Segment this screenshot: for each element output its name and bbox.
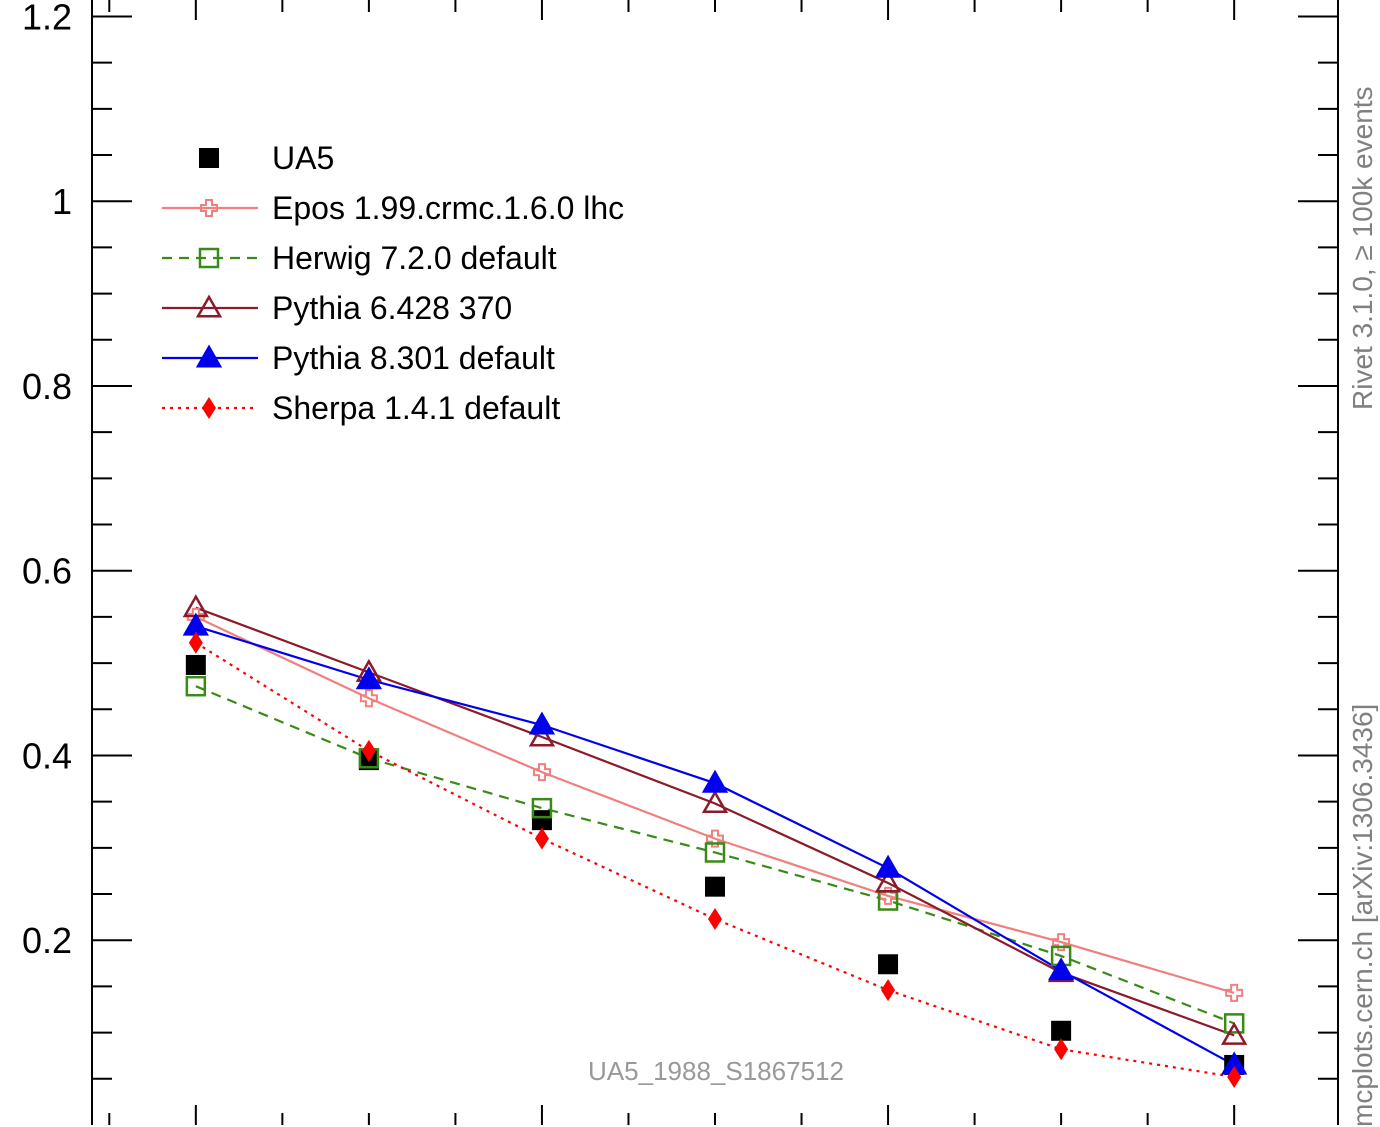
legend-label: Sherpa 1.4.1 default xyxy=(272,390,560,426)
data-point xyxy=(1223,1013,1245,1034)
data-point xyxy=(195,294,223,318)
data-point xyxy=(874,869,902,893)
data-point xyxy=(881,979,896,1002)
series-line xyxy=(195,615,1235,994)
data-point xyxy=(1047,957,1075,981)
y-tick-label: 0.4 xyxy=(22,735,72,776)
legend: UA5 Epos 1.99.crmc.1.6.0 lhc Herwig 7.2.0 … xyxy=(162,140,624,426)
data-point xyxy=(874,854,902,878)
data-point xyxy=(185,654,206,675)
series-line xyxy=(195,606,1235,1037)
data-point xyxy=(532,763,551,782)
data-point xyxy=(1225,983,1244,1002)
rivet-version-label: Rivet 3.1.0, ≥ 100k events xyxy=(1347,86,1378,410)
data-point xyxy=(1221,1021,1248,1045)
series-line xyxy=(195,625,1235,1066)
data-point xyxy=(528,711,556,735)
data-point xyxy=(359,689,378,708)
legend-label: Pythia 6.428 370 xyxy=(272,290,512,326)
series-line xyxy=(195,685,1235,1025)
axis-ticks xyxy=(92,0,1338,1125)
data-point xyxy=(355,666,383,690)
data-point xyxy=(706,829,724,848)
data-point xyxy=(200,199,218,217)
y-tick-labels: 0.2 0.4 0.6 0.8 1 1.2 xyxy=(22,0,72,961)
data-point xyxy=(701,769,729,793)
data-point xyxy=(528,723,556,747)
data-point xyxy=(1051,1020,1072,1041)
data-point xyxy=(1052,933,1071,952)
data-point xyxy=(531,810,552,831)
data-point xyxy=(202,397,216,419)
data-point xyxy=(704,842,726,863)
data-point xyxy=(1227,1065,1242,1088)
data-point xyxy=(708,907,722,930)
legend-label: Herwig 7.2.0 default xyxy=(272,240,557,276)
series-markers xyxy=(182,594,1248,1088)
data-point xyxy=(701,790,729,814)
y-tick-label: 0.8 xyxy=(22,366,72,407)
data-point xyxy=(878,954,899,975)
mcplots-citation-label: mcplots.cern.ch [arXiv:1306.3436] xyxy=(1347,704,1378,1127)
data-point xyxy=(199,148,219,168)
legend-label: Epos 1.99.crmc.1.6.0 lhc xyxy=(272,190,624,226)
data-point xyxy=(198,247,220,269)
data-point xyxy=(361,739,376,762)
data-point xyxy=(195,344,223,368)
data-point xyxy=(185,675,207,697)
y-tick-label: 1 xyxy=(52,181,72,222)
series-line xyxy=(195,641,1235,1079)
legend-label: UA5 xyxy=(272,140,334,176)
data-point xyxy=(534,827,549,850)
plot-frame xyxy=(91,0,1339,1125)
data-point xyxy=(188,631,203,654)
analysis-watermark: UA5_1988_S1867512 xyxy=(588,1056,844,1086)
y-tick-label: 0.2 xyxy=(22,920,72,961)
y-tick-label: 0.6 xyxy=(22,551,72,592)
y-tick-label: 1.2 xyxy=(22,0,72,37)
data-point xyxy=(1054,1038,1069,1061)
data-point xyxy=(531,797,553,819)
legend-label: Pythia 8.301 default xyxy=(272,340,555,376)
data-point xyxy=(705,876,725,897)
